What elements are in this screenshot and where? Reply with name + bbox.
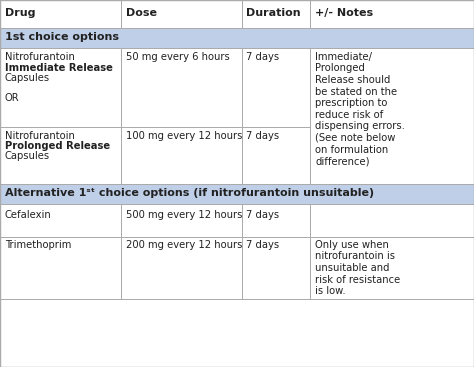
Bar [121,127,242,184]
Text: Duration: Duration [246,8,301,18]
Bar [121,204,242,237]
Bar [242,127,310,184]
Bar [121,237,242,299]
Text: 500 mg every 12 hours: 500 mg every 12 hours [126,210,242,219]
Bar [242,237,310,299]
Bar [0,204,121,237]
Bar [121,0,242,28]
Text: Drug: Drug [5,8,35,18]
Text: 1st choice options: 1st choice options [5,32,119,42]
Bar [310,204,474,237]
Text: Immediate Release: Immediate Release [5,62,113,73]
Text: Alternative 1ˢᵗ choice options (if nitrofurantoin unsuitable): Alternative 1ˢᵗ choice options (if nitro… [5,188,374,198]
Text: Dose: Dose [126,8,156,18]
Bar [242,48,310,127]
Bar [242,204,310,237]
Text: +/- Notes: +/- Notes [315,8,374,18]
Bar [0,0,121,28]
Bar [310,48,474,184]
Bar [0,237,121,299]
Text: 7 days: 7 days [246,240,280,250]
Bar [0,28,474,48]
Bar [0,127,121,184]
Text: 200 mg every 12 hours: 200 mg every 12 hours [126,240,242,250]
Text: Immediate/
Prolonged
Release should
be stated on the
prescription to
reduce risk: Immediate/ Prolonged Release should be s… [315,52,405,166]
Text: Trimethoprim: Trimethoprim [5,240,71,250]
Text: 100 mg every 12 hours: 100 mg every 12 hours [126,131,242,141]
Text: Capsules: Capsules [5,151,50,161]
Text: Prolonged Release: Prolonged Release [5,141,110,151]
Bar [310,0,474,28]
Text: Cefalexin: Cefalexin [5,210,52,219]
Bar [242,0,310,28]
Bar [0,48,121,127]
Text: 7 days: 7 days [246,210,280,219]
Text: Capsules: Capsules [5,73,50,83]
Bar [121,48,242,127]
Text: Only use when
nitrofurantoin is
unsuitable and
risk of resistance
is low.: Only use when nitrofurantoin is unsuitab… [315,240,401,296]
Text: Nitrofurantoin: Nitrofurantoin [5,52,74,62]
Text: 7 days: 7 days [246,52,280,62]
Text: 50 mg every 6 hours: 50 mg every 6 hours [126,52,229,62]
Bar [0,184,474,204]
Bar [310,237,474,299]
Text: OR: OR [5,93,19,103]
Text: 7 days: 7 days [246,131,280,141]
Text: Nitrofurantoin: Nitrofurantoin [5,131,74,141]
